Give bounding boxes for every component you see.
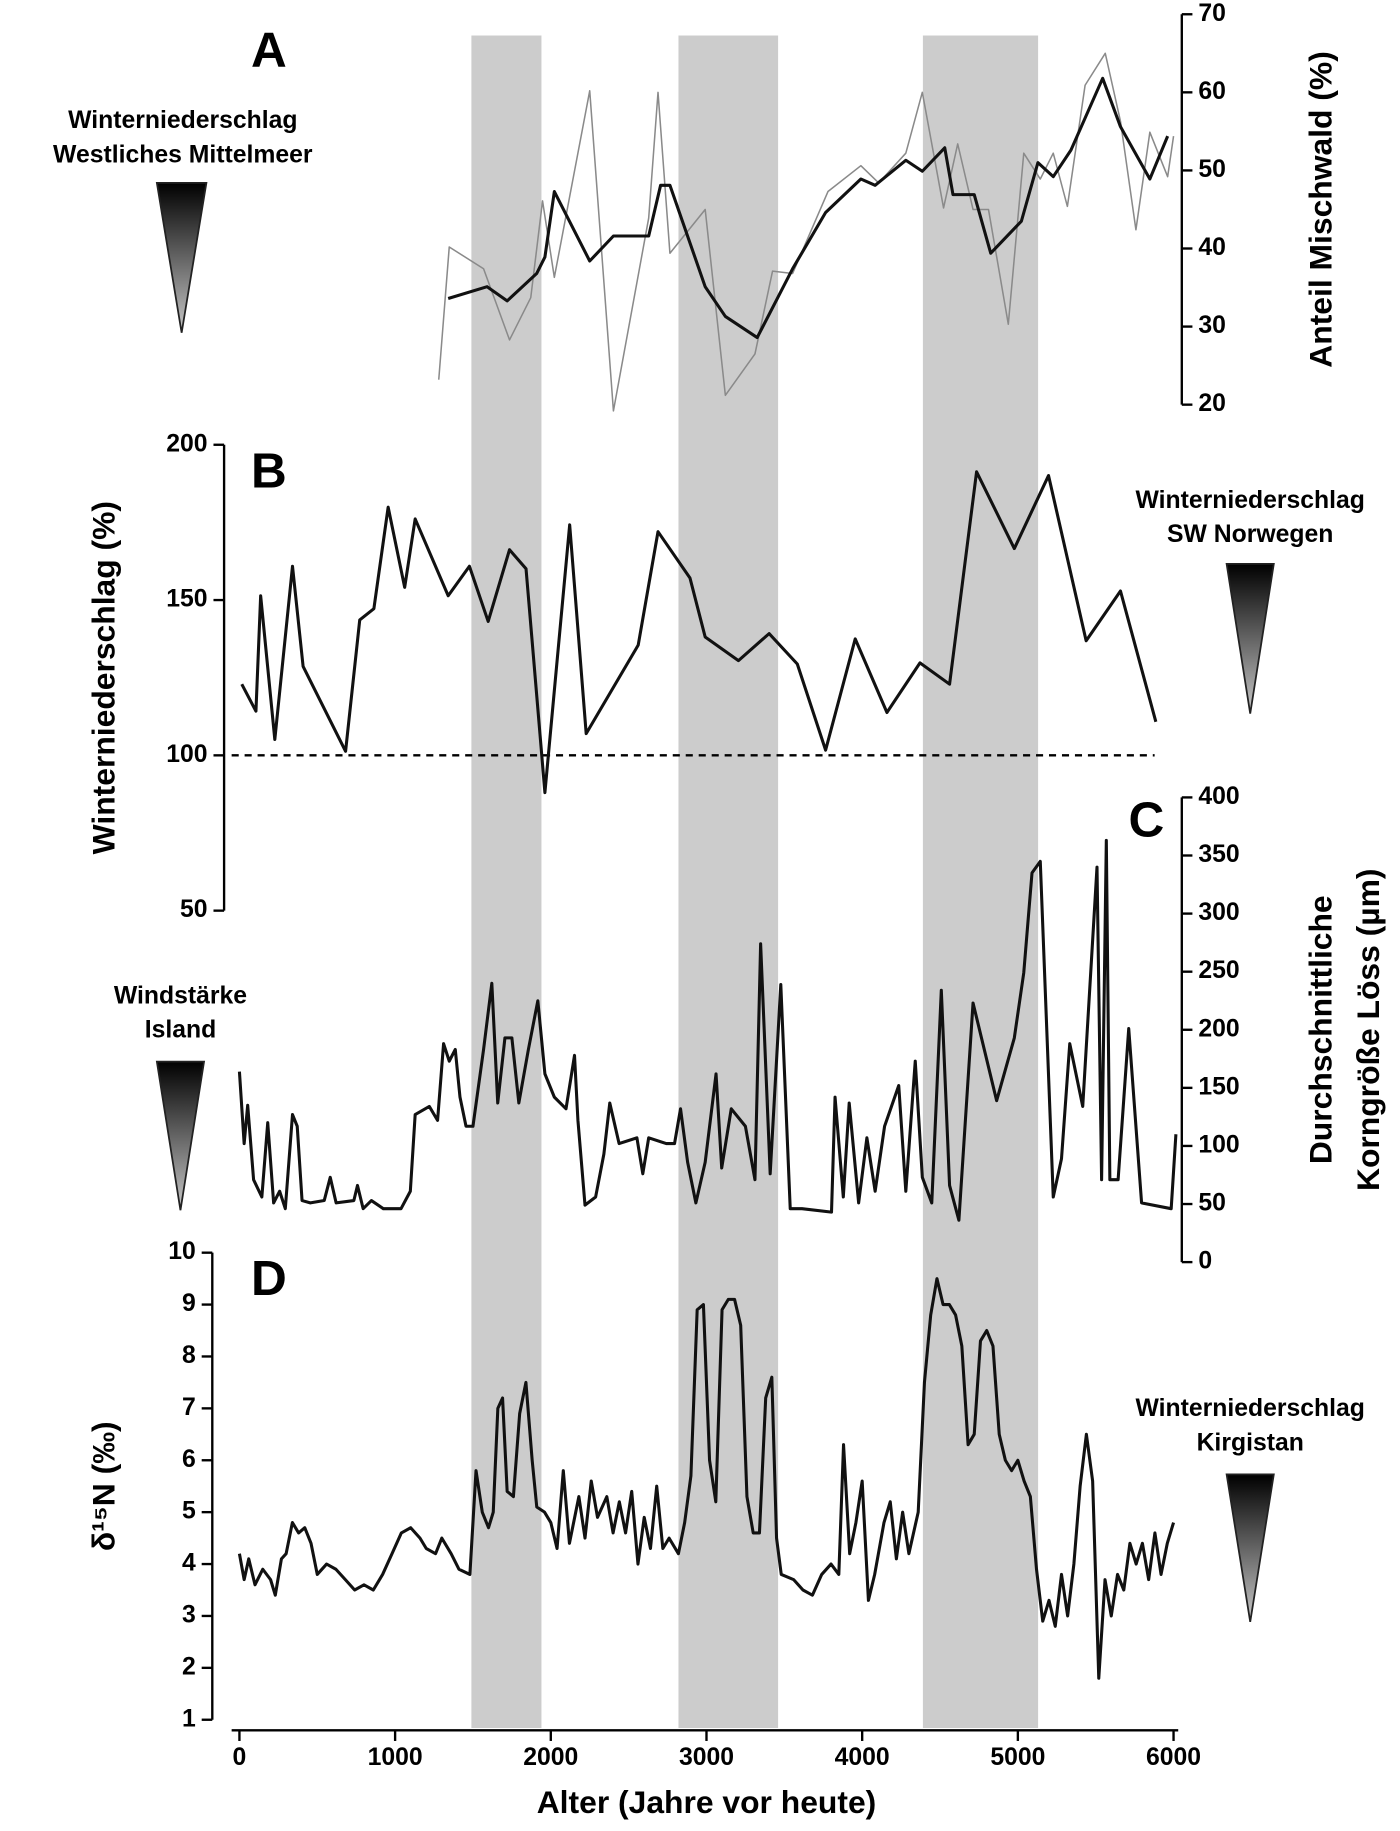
triangle-icon (1225, 563, 1275, 714)
y-tick-label: 50 (1198, 156, 1226, 183)
panel-letter: B (251, 443, 287, 498)
y-tick-label: 5 (182, 1498, 196, 1525)
y-tick-label: 8 (182, 1342, 196, 1369)
y-tick-label: 10 (168, 1238, 196, 1265)
annotation: Winterniederschlag (1135, 1395, 1364, 1422)
y-tick-label: 40 (1198, 234, 1226, 261)
y-axis-title: Anteil Mischwald (%) (1303, 51, 1339, 368)
y-tick-label: 2 (182, 1653, 196, 1680)
y-tick-label: 30 (1198, 312, 1226, 339)
shaded-band (922, 35, 1039, 1728)
triangle-icon (155, 182, 208, 333)
y-tick-label: 350 (1198, 841, 1239, 868)
x-tick-label: 5000 (990, 1744, 1045, 1771)
shaded-bands (471, 35, 1039, 1728)
y-tick-label: 6 (182, 1446, 196, 1473)
panel-letter: C (1129, 792, 1165, 847)
y-tick-label: 250 (1198, 957, 1239, 984)
y-tick-label: 300 (1198, 899, 1239, 926)
y-tick-label: 4 (182, 1550, 196, 1577)
annotation: Kirgistan (1197, 1429, 1304, 1456)
panel-letter: D (251, 1251, 287, 1306)
y-tick-label: 50 (180, 896, 208, 923)
annotation: Westliches Mittelmeer (53, 141, 313, 168)
y-tick-label: 100 (1198, 1131, 1239, 1158)
annotation: Windstärke (114, 982, 247, 1009)
y-axis-title: Korngröße Löss (µm) (1350, 869, 1386, 1191)
y-tick-label: 50 (1198, 1190, 1226, 1217)
y-tick-label: 60 (1198, 78, 1226, 105)
y-tick-label: 200 (1198, 1015, 1239, 1042)
annotation: Island (145, 1016, 217, 1043)
y-tick-label: 200 (166, 430, 207, 457)
x-tick-label: 2000 (523, 1744, 578, 1771)
y-tick-label: 400 (1198, 783, 1239, 810)
data-line (240, 470, 1158, 795)
y-tick-label: 0 (1198, 1248, 1212, 1275)
x-tick-label: 6000 (1146, 1744, 1201, 1771)
triangle-icon (1225, 1473, 1275, 1622)
y-axis-title: δ¹⁵N (‰) (86, 1421, 122, 1551)
x-axis-title: Alter (Jahre vor heute) (537, 1784, 877, 1820)
y-tick-label: 7 (182, 1394, 196, 1421)
y-axis-title: Winterniederschlag (%) (86, 501, 122, 854)
y-tick-label: 150 (166, 586, 207, 613)
y-tick-label: 150 (1198, 1073, 1239, 1100)
annotation: SW Norwegen (1167, 521, 1333, 548)
y-tick-label: 100 (166, 741, 207, 768)
y-tick-label: 20 (1198, 390, 1226, 417)
x-tick-label: 3000 (679, 1744, 734, 1771)
x-tick-label: 0 (233, 1744, 247, 1771)
y-tick-label: 70 (1198, 0, 1226, 27)
triangle-icon (155, 1060, 206, 1211)
annotation: Winterniederschlag (68, 107, 297, 134)
x-tick-label: 1000 (368, 1744, 423, 1771)
y-tick-label: 3 (182, 1601, 196, 1628)
data-line (437, 52, 1175, 412)
panel-letter: A (251, 22, 287, 77)
x-tick-label: 4000 (835, 1744, 890, 1771)
data-line (447, 76, 1170, 340)
data-line (237, 838, 1178, 1222)
y-axis-title: Durchschnittliche (1303, 895, 1339, 1164)
data-line (237, 1277, 1176, 1680)
annotation: Winterniederschlag (1135, 487, 1364, 514)
y-tick-label: 1 (182, 1705, 196, 1732)
y-tick-label: 9 (182, 1290, 196, 1317)
